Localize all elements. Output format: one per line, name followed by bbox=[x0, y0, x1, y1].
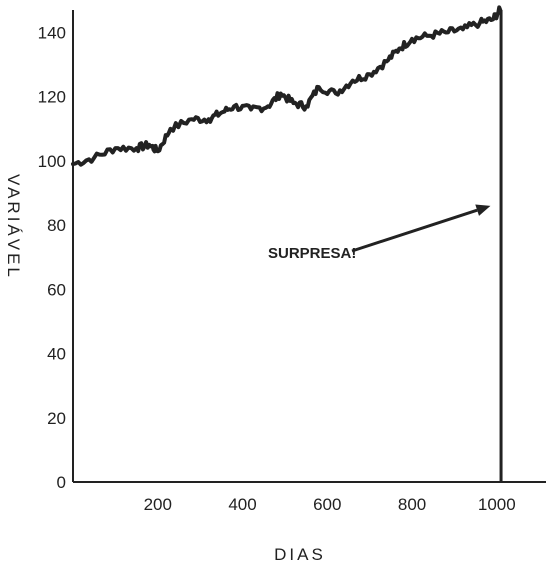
y-tick-label: 80 bbox=[47, 216, 66, 235]
y-tick-label: 140 bbox=[38, 23, 66, 42]
y-tick-label: 120 bbox=[38, 88, 66, 107]
x-tick-label: 400 bbox=[228, 495, 256, 514]
annotation-label: SURPRESA! bbox=[268, 245, 356, 262]
x-tick-label: 600 bbox=[313, 495, 341, 514]
y-tick-label: 20 bbox=[47, 409, 66, 428]
y-tick-label: 0 bbox=[57, 473, 66, 492]
x-tick-labels: 200 400 600 800 1000 bbox=[144, 495, 516, 514]
y-axis-label: VARIÁVEL bbox=[4, 174, 23, 280]
annotation-arrowhead bbox=[475, 204, 491, 216]
annotation-arrow bbox=[351, 208, 478, 253]
x-tick-label: 1000 bbox=[478, 495, 516, 514]
y-tick-label: 60 bbox=[47, 280, 66, 299]
x-axis-label: DIAS bbox=[274, 545, 326, 564]
series-line bbox=[71, 5, 503, 167]
y-tick-label: 100 bbox=[38, 152, 66, 171]
y-tick-labels: 0 20 40 60 80 100 120 140 bbox=[38, 23, 66, 492]
x-tick-label: 200 bbox=[144, 495, 172, 514]
x-tick-label: 800 bbox=[398, 495, 426, 514]
y-tick-label: 40 bbox=[47, 345, 66, 364]
